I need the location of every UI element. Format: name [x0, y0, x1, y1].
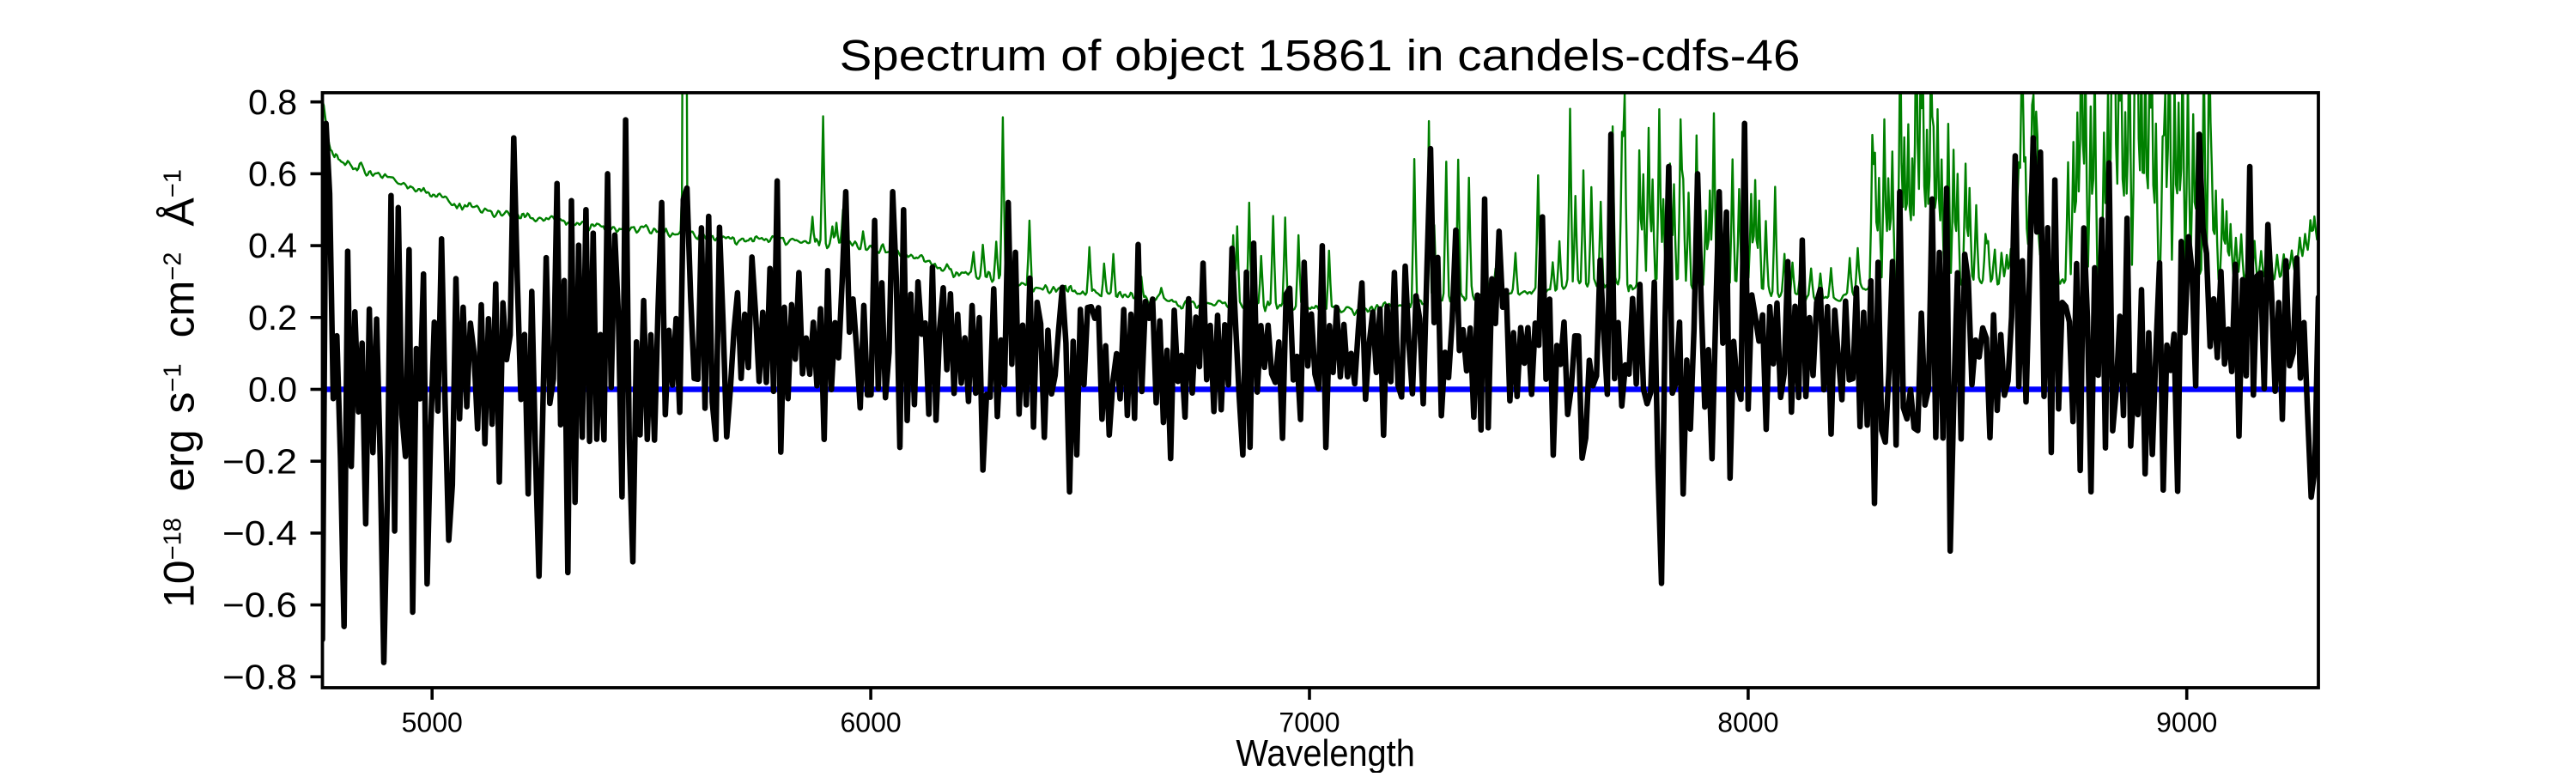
svg-text:9000: 9000: [2156, 707, 2217, 738]
svg-text:5000: 5000: [402, 707, 463, 738]
svg-text:−2: −2: [160, 252, 187, 281]
svg-text:7000: 7000: [1279, 707, 1340, 738]
svg-text:0.0: 0.0: [248, 370, 297, 410]
svg-text:−1: −1: [160, 169, 187, 197]
svg-text:0.2: 0.2: [248, 298, 297, 337]
svg-text:8000: 8000: [1717, 707, 1778, 738]
svg-text:−0.6: −0.6: [222, 586, 297, 625]
svg-text:−0.8: −0.8: [222, 657, 297, 696]
svg-text:6000: 6000: [841, 707, 902, 738]
svg-text:−1: −1: [160, 364, 187, 392]
svg-text:erg: erg: [155, 429, 204, 491]
svg-text:Å: Å: [155, 197, 204, 227]
svg-text:Wavelength: Wavelength: [1236, 732, 1415, 773]
svg-text:0.8: 0.8: [248, 82, 297, 122]
svg-text:s: s: [155, 392, 204, 414]
svg-text:10: 10: [155, 560, 204, 608]
svg-text:0.4: 0.4: [248, 226, 297, 265]
svg-text:−0.2: −0.2: [222, 441, 297, 481]
svg-text:Spectrum of object 15861 in ca: Spectrum of object 15861 in candels-cdfs…: [840, 31, 1801, 80]
svg-text:0.6: 0.6: [248, 155, 297, 194]
svg-text:−0.4: −0.4: [222, 513, 297, 553]
svg-text:cm: cm: [155, 281, 204, 338]
svg-text:−18: −18: [160, 518, 187, 560]
